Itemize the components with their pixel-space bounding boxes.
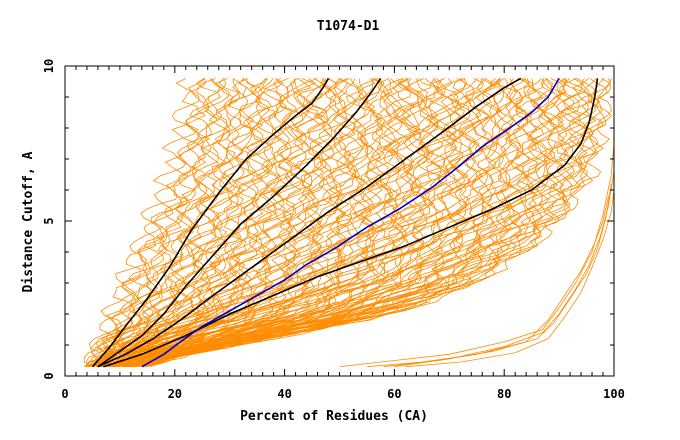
series-line-4 — [103, 78, 599, 368]
model-curve — [83, 78, 206, 368]
model-curve — [107, 78, 412, 368]
model-curve — [130, 78, 502, 368]
model-curve — [129, 78, 562, 368]
model-curve — [134, 78, 612, 368]
model-curve — [128, 78, 555, 368]
series-line-2 — [97, 77, 382, 368]
x-tick-label: 0 — [61, 387, 68, 401]
model-curve — [124, 78, 427, 368]
x-tick-label: 100 — [603, 387, 625, 401]
model-curve — [111, 78, 318, 367]
model-curve — [135, 78, 502, 368]
model-curve — [143, 78, 580, 368]
x-tick-label: 40 — [277, 387, 291, 401]
highlighted-curves — [91, 77, 599, 368]
model-curve — [89, 78, 241, 368]
model-curve — [111, 78, 393, 367]
model-curve — [122, 78, 415, 368]
y-axis-label: Distance Cutoff, A — [21, 151, 36, 292]
model-curve — [105, 78, 337, 368]
y-tick-label: 0 — [42, 372, 56, 379]
model-curve — [114, 78, 389, 368]
model-curve — [126, 78, 567, 368]
model-curve — [122, 78, 536, 368]
model-curve — [115, 78, 411, 367]
x-tick-label: 60 — [387, 387, 401, 401]
series-line-3 — [97, 77, 522, 368]
model-curve — [139, 78, 570, 368]
model-curve — [121, 78, 453, 367]
model-curve — [111, 78, 439, 368]
model-curve — [119, 78, 404, 367]
model-curve — [98, 78, 282, 368]
model-curve — [90, 78, 210, 368]
orange-model-curves — [83, 78, 615, 368]
model-curve — [108, 78, 298, 367]
model-curve — [91, 78, 216, 367]
model-curve-outlier — [405, 189, 615, 368]
x-axis-label: Percent of Residues (CA) — [240, 409, 428, 424]
model-curve — [123, 78, 403, 368]
model-curve — [115, 78, 350, 367]
model-curve — [92, 78, 290, 368]
model-curve — [142, 78, 589, 368]
model-curve — [106, 78, 289, 368]
series-line-1 — [91, 77, 330, 368]
model-curve — [86, 78, 227, 367]
model-curve — [102, 78, 266, 367]
model-curve-outlier — [339, 143, 615, 368]
model-curve — [145, 78, 597, 368]
model-curve — [144, 78, 575, 368]
model-curve — [133, 78, 548, 368]
axes-frame: 0 20 40 60 80 100 0 5 10 — [42, 59, 625, 401]
series-line-5 — [141, 77, 560, 368]
model-curve — [116, 78, 475, 368]
chart-title: T1074-D1 — [317, 19, 380, 34]
model-curve — [141, 78, 543, 368]
model-curve — [132, 78, 466, 367]
model-curve — [94, 78, 284, 367]
model-curve — [115, 78, 439, 368]
model-curve — [123, 78, 509, 368]
model-curve — [111, 78, 342, 367]
model-curve — [127, 78, 478, 367]
x-tick-label: 80 — [497, 387, 511, 401]
model-curve — [85, 78, 200, 368]
model-curve — [100, 78, 286, 368]
model-curve — [103, 78, 272, 368]
y-tick-label: 10 — [42, 59, 56, 73]
model-curve — [128, 78, 608, 368]
model-curve — [147, 78, 605, 368]
model-curve — [97, 78, 249, 367]
model-curve — [114, 78, 444, 368]
model-curve — [137, 78, 527, 367]
model-curve — [86, 78, 241, 368]
model-curve — [126, 78, 482, 368]
model-curve-outlier — [366, 196, 609, 368]
model-curve — [133, 78, 593, 368]
model-curve — [95, 78, 364, 368]
model-curve — [125, 78, 468, 367]
x-tick-label: 20 — [168, 387, 182, 401]
model-curve-outlier — [394, 171, 615, 368]
y-tick-label: 5 — [42, 217, 56, 224]
model-curve-outlier — [383, 183, 612, 368]
model-curve — [120, 78, 379, 367]
model-curve — [150, 78, 612, 368]
